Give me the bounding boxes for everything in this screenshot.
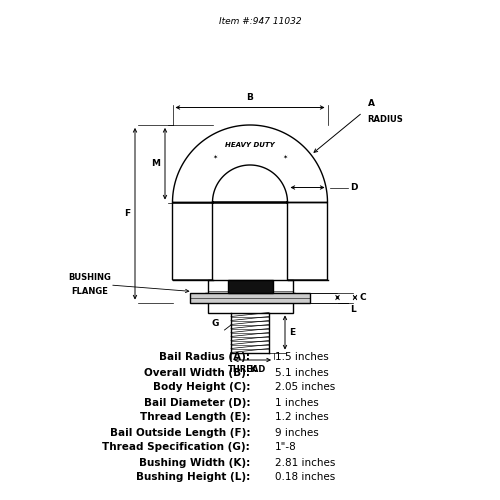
Bar [228,280,272,292]
Text: 2.81 inches: 2.81 inches [275,458,336,468]
Text: Bail Diameter (D):: Bail Diameter (D): [144,398,250,407]
Text: F: F [124,209,130,218]
Text: 1"-8: 1"-8 [275,442,297,452]
Text: Bushing Width (K):: Bushing Width (K): [139,458,250,468]
Text: 1.2 inches: 1.2 inches [275,412,329,422]
Text: D: D [350,183,358,192]
Text: THREAD: THREAD [228,365,266,374]
Bar [190,292,310,302]
Text: Bail Radius (A):: Bail Radius (A): [159,352,250,362]
Bar [205,292,295,298]
Text: E: E [289,328,295,337]
Text: C: C [360,293,366,302]
Text: L: L [350,305,356,314]
Text: 1.5 inches: 1.5 inches [275,352,329,362]
Text: Item #:947 11032: Item #:947 11032 [218,18,302,26]
Text: HEAVY DUTY: HEAVY DUTY [225,142,275,148]
Bar [208,280,292,312]
Text: Overall Width (B):: Overall Width (B): [144,368,250,378]
Text: B: B [246,92,254,102]
Text: Body Height (C):: Body Height (C): [152,382,250,392]
Text: G: G [211,318,218,328]
Text: FLANGE: FLANGE [72,288,108,296]
Text: ✶: ✶ [283,154,288,160]
Polygon shape [172,125,328,280]
Text: 9 inches: 9 inches [275,428,319,438]
Text: RADIUS: RADIUS [368,115,403,124]
Text: M: M [151,159,160,168]
Text: K: K [249,365,256,374]
Text: 5.1 inches: 5.1 inches [275,368,329,378]
Text: Bail Outside Length (F):: Bail Outside Length (F): [110,428,250,438]
Text: 0.18 inches: 0.18 inches [275,472,335,482]
Text: Thread Specification (G):: Thread Specification (G): [102,442,250,452]
Text: 2.05 inches: 2.05 inches [275,382,335,392]
Text: Bushing Height (L):: Bushing Height (L): [136,472,250,482]
Text: BUSHING: BUSHING [68,274,112,282]
Text: ✶: ✶ [212,154,217,160]
Text: A: A [368,98,374,108]
Text: Thread Length (E):: Thread Length (E): [140,412,250,422]
Text: 1 inches: 1 inches [275,398,319,407]
